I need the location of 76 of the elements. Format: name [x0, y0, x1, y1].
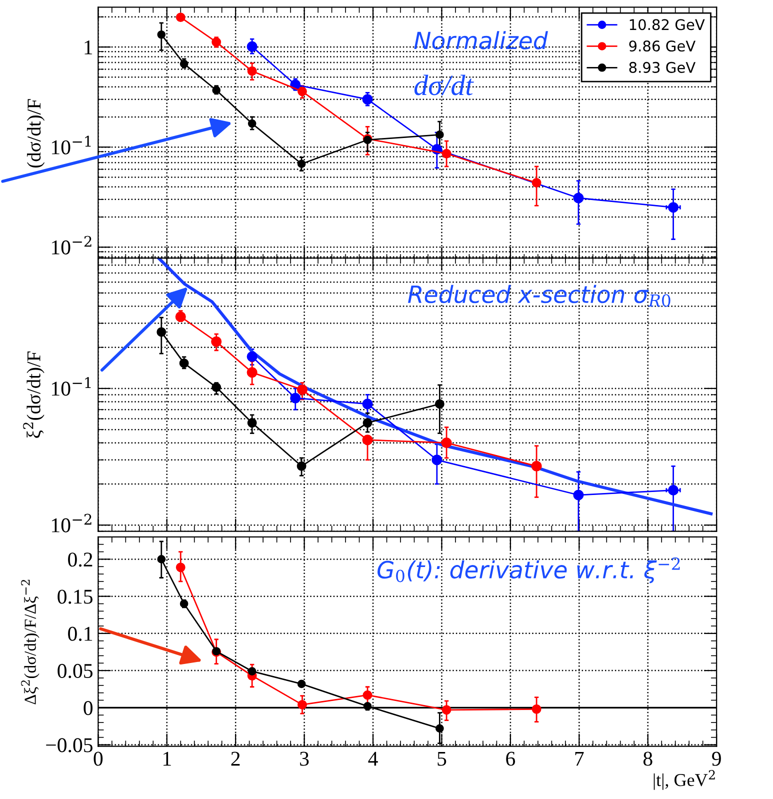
- point: [211, 336, 222, 347]
- y-axis-title: (dσ/dt)/F: [26, 99, 45, 168]
- point: [247, 66, 257, 76]
- point: [532, 178, 542, 188]
- x-tick-label: 5: [438, 752, 446, 766]
- point: [573, 490, 584, 500]
- point: [248, 667, 256, 676]
- point: [290, 392, 301, 404]
- point: [297, 680, 306, 688]
- line-series: [157, 258, 713, 516]
- point: [442, 148, 452, 158]
- point: [362, 418, 372, 428]
- point: [432, 454, 442, 466]
- y-tick-label: 0.2: [68, 552, 92, 567]
- point: [212, 382, 222, 392]
- legend-label: 8.93 GeV: [629, 62, 696, 73]
- point: [434, 399, 444, 409]
- point: [668, 484, 679, 496]
- point: [246, 367, 258, 378]
- point: [157, 30, 166, 39]
- point: [532, 704, 542, 714]
- x-tick-label: 4: [368, 752, 378, 766]
- x-tick-label: 2: [231, 752, 240, 766]
- x-tick-label: 3: [300, 752, 309, 766]
- point: [248, 119, 256, 128]
- point: [362, 434, 373, 446]
- point: [441, 438, 452, 448]
- y-tick-label: 10$^{−2}$: [52, 514, 92, 532]
- x-tick-label: 1: [164, 752, 171, 766]
- point: [176, 562, 186, 572]
- x-axis-title: |t|, GeV$^{2}$: [654, 770, 715, 790]
- legend-label: 10.82 GeV: [630, 19, 705, 30]
- point: [179, 358, 189, 368]
- annotation: G$_{0}$(t): derivative w.r.t. ξ$^{−2}$: [378, 557, 680, 584]
- x-tick-label: 6: [506, 752, 516, 766]
- annotation: Normalized: [414, 31, 548, 50]
- point: [436, 724, 444, 733]
- point: [362, 398, 373, 410]
- y-tick-label: 0.1: [68, 626, 92, 641]
- point: [156, 327, 166, 337]
- point: [298, 700, 307, 710]
- point: [296, 461, 306, 471]
- point: [297, 160, 306, 168]
- point: [363, 702, 372, 710]
- y-axis-title: ξ$^{2}$(dσ/dt)/F: [23, 352, 44, 438]
- y-tick-label: 10$^{−2}$: [52, 236, 92, 254]
- y-tick-label: 10$^{−1}$: [52, 136, 91, 154]
- point: [157, 555, 166, 564]
- y-tick-label: 1: [84, 40, 92, 54]
- annotation: dσ/dt: [414, 74, 474, 96]
- point: [176, 12, 186, 22]
- point: [362, 94, 373, 105]
- point: [247, 418, 257, 428]
- y-tick-label: 0.05: [58, 664, 92, 678]
- y-tick-label: 0: [84, 701, 93, 716]
- x-tick-label: 0: [94, 752, 103, 766]
- point: [246, 41, 258, 52]
- annotation: Reduced x-section σ$_{R0}$: [408, 284, 670, 307]
- x-tick-label: 8: [643, 752, 652, 766]
- point: [362, 690, 372, 700]
- point: [246, 351, 258, 362]
- x-tick-label: 9: [712, 752, 721, 766]
- point: [668, 202, 679, 213]
- y-tick-label: 0.15: [58, 590, 92, 604]
- point: [298, 86, 307, 96]
- y-tick-label: −0.05: [46, 738, 92, 752]
- y-tick-label: 10$^{−1}$: [52, 377, 91, 396]
- x-tick-label: 7: [575, 752, 584, 766]
- legend-label: 9.86 GeV: [629, 40, 696, 52]
- point: [175, 311, 186, 322]
- point: [442, 705, 452, 715]
- point: [436, 130, 444, 139]
- y-axis-title: Δξ$^{2}$(dσ/dt)/F/Δξ$^{−2}$: [21, 580, 40, 704]
- point: [531, 460, 542, 472]
- point: [573, 192, 584, 204]
- point: [296, 384, 308, 395]
